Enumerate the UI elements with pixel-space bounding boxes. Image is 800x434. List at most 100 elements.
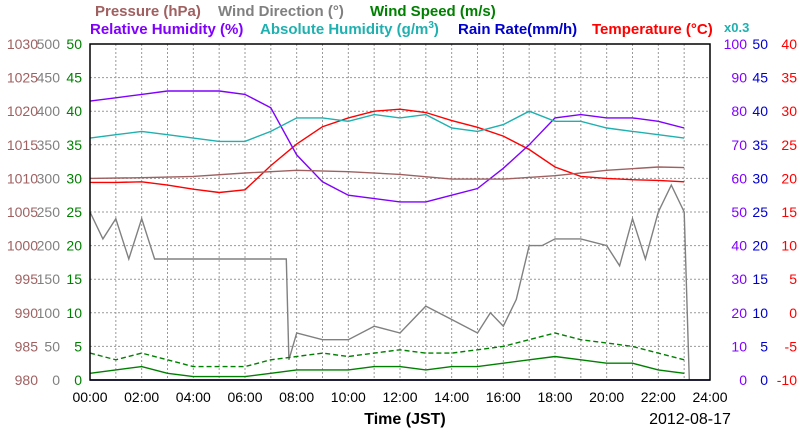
legend-rain-rate: Rain Rate(mm/h) <box>458 21 577 38</box>
series-pressure <box>89 166 685 180</box>
legend-absolute-humidity: Absolute Humidity (g/m3) <box>260 20 439 38</box>
legend-ah-text: Absolute Humidity (g/m <box>260 21 428 38</box>
y-tick-pressure: 1015 <box>7 137 38 153</box>
y-tick-rh: 30 <box>731 271 747 287</box>
y-tick-rh: 50 <box>731 204 747 220</box>
x-tick-label: 22:00 <box>641 389 676 405</box>
grid <box>90 44 710 380</box>
y-tick-rh: 0 <box>739 372 747 388</box>
x-tick-label: 06:00 <box>227 389 262 405</box>
y-tick-temp: -5 <box>785 338 798 354</box>
y-tick-wind_speed: 40 <box>66 103 82 119</box>
y-tick-pressure: 1000 <box>7 238 38 254</box>
y-tick-temp: 10 <box>781 238 797 254</box>
y-tick-rh: 80 <box>731 103 747 119</box>
y-tick-temp: 35 <box>781 70 797 86</box>
legend-wind-direction: Wind Direction (°) <box>218 3 344 20</box>
legend-x03: x0.3 <box>724 20 749 35</box>
y-tick-pressure: 1025 <box>7 70 38 86</box>
y-tick-wind_speed: 35 <box>66 137 82 153</box>
y-tick-wind_dir: 0 <box>52 372 60 388</box>
y-tick-temp: 5 <box>789 271 797 287</box>
x-tick-label: 10:00 <box>331 389 366 405</box>
x-tick-label: 20:00 <box>589 389 624 405</box>
x-tick-label: 24:00 <box>692 389 727 405</box>
y-tick-pressure: 985 <box>15 338 39 354</box>
y-tick-temp: 20 <box>781 170 797 186</box>
legend-ah-sup: 3 <box>428 20 434 31</box>
y-tick-rain: 30 <box>752 170 768 186</box>
y-tick-wind_dir: 350 <box>37 137 61 153</box>
y-tick-pressure: 1010 <box>7 170 38 186</box>
y-tick-temp: 15 <box>781 204 797 220</box>
y-tick-pressure: 990 <box>15 305 39 321</box>
y-tick-pressure: 1005 <box>7 204 38 220</box>
x-axis-ticks: 00:00 02:00 04:00 06:00 08:00 10:00 12:00 14:00… <box>72 389 727 405</box>
y-tick-rain: 10 <box>752 305 768 321</box>
y-tick-rain: 15 <box>752 271 768 287</box>
y-tick-wind_speed: 45 <box>66 70 82 86</box>
y-tick-temp: 25 <box>781 137 797 153</box>
legend-relative-humidity: Relative Humidity (%) <box>90 21 243 38</box>
y-tick-wind_dir: 300 <box>37 170 61 186</box>
y-tick-rain: 50 <box>752 36 768 52</box>
y-tick-wind_speed: 25 <box>66 204 82 220</box>
y-tick-pressure: 1020 <box>7 103 38 119</box>
x-tick-label: 18:00 <box>537 389 572 405</box>
y-tick-wind_dir: 500 <box>37 36 61 52</box>
x-tick-label: 14:00 <box>434 389 469 405</box>
plot-frame <box>89 43 711 381</box>
legend-temperature: Temperature (°C) <box>592 21 713 38</box>
y-tick-rain: 5 <box>760 338 768 354</box>
left-axes: 1030102510201015101010051000995990985980… <box>7 36 82 388</box>
legend-wind-speed: Wind Speed (m/s) <box>370 3 496 20</box>
series-wind-direction <box>89 183 690 381</box>
x-tick-label: 08:00 <box>279 389 314 405</box>
y-tick-rain: 0 <box>760 372 768 388</box>
x-tick-label: 16:00 <box>486 389 521 405</box>
y-tick-wind_speed: 15 <box>66 271 82 287</box>
x-tick-label: 04:00 <box>176 389 211 405</box>
legend-pressure: Pressure (hPa) <box>95 3 201 20</box>
y-tick-rh: 10 <box>731 338 747 354</box>
y-tick-temp: 30 <box>781 103 797 119</box>
y-tick-wind_dir: 250 <box>37 204 61 220</box>
y-tick-rain: 40 <box>752 103 768 119</box>
y-tick-wind_speed: 10 <box>66 305 82 321</box>
x-tick-label: 02:00 <box>124 389 159 405</box>
x-axis-label: Time (JST) <box>364 411 446 428</box>
series-temperature <box>90 108 685 194</box>
y-tick-wind_dir: 150 <box>37 271 61 287</box>
y-tick-wind_dir: 400 <box>37 103 61 119</box>
y-tick-temp: 40 <box>781 36 797 52</box>
right-axes: 1009080706050403020100504540353025201510… <box>724 36 798 388</box>
y-tick-wind_speed: 0 <box>74 372 82 388</box>
y-tick-pressure: 1030 <box>7 36 38 52</box>
y-tick-wind_speed: 5 <box>74 338 82 354</box>
series-absolute-humidity <box>89 110 685 143</box>
y-tick-rh: 20 <box>731 305 747 321</box>
y-tick-wind_dir: 50 <box>44 338 60 354</box>
x-tick-label: 12:00 <box>382 389 417 405</box>
y-tick-pressure: 980 <box>15 372 39 388</box>
y-tick-rh: 60 <box>731 170 747 186</box>
y-tick-wind_dir: 450 <box>37 70 61 86</box>
legend-ah-close: ) <box>434 21 439 38</box>
series-wind-speed <box>89 355 685 378</box>
y-tick-wind_dir: 200 <box>37 238 61 254</box>
y-tick-temp: 0 <box>789 305 797 321</box>
y-tick-rain: 25 <box>752 204 768 220</box>
y-tick-wind_speed: 30 <box>66 170 82 186</box>
y-tick-temp: -10 <box>777 372 797 388</box>
y-tick-rh: 70 <box>731 137 747 153</box>
y-tick-rh: 100 <box>724 36 748 52</box>
y-tick-rain: 45 <box>752 70 768 86</box>
y-tick-rain: 35 <box>752 137 768 153</box>
y-tick-wind_speed: 50 <box>66 36 82 52</box>
series-relative-humidity <box>89 90 685 203</box>
date-label: 2012-08-17 <box>649 411 731 428</box>
y-tick-pressure: 995 <box>15 271 39 287</box>
y-tick-rain: 20 <box>752 238 768 254</box>
y-tick-rh: 40 <box>731 238 747 254</box>
